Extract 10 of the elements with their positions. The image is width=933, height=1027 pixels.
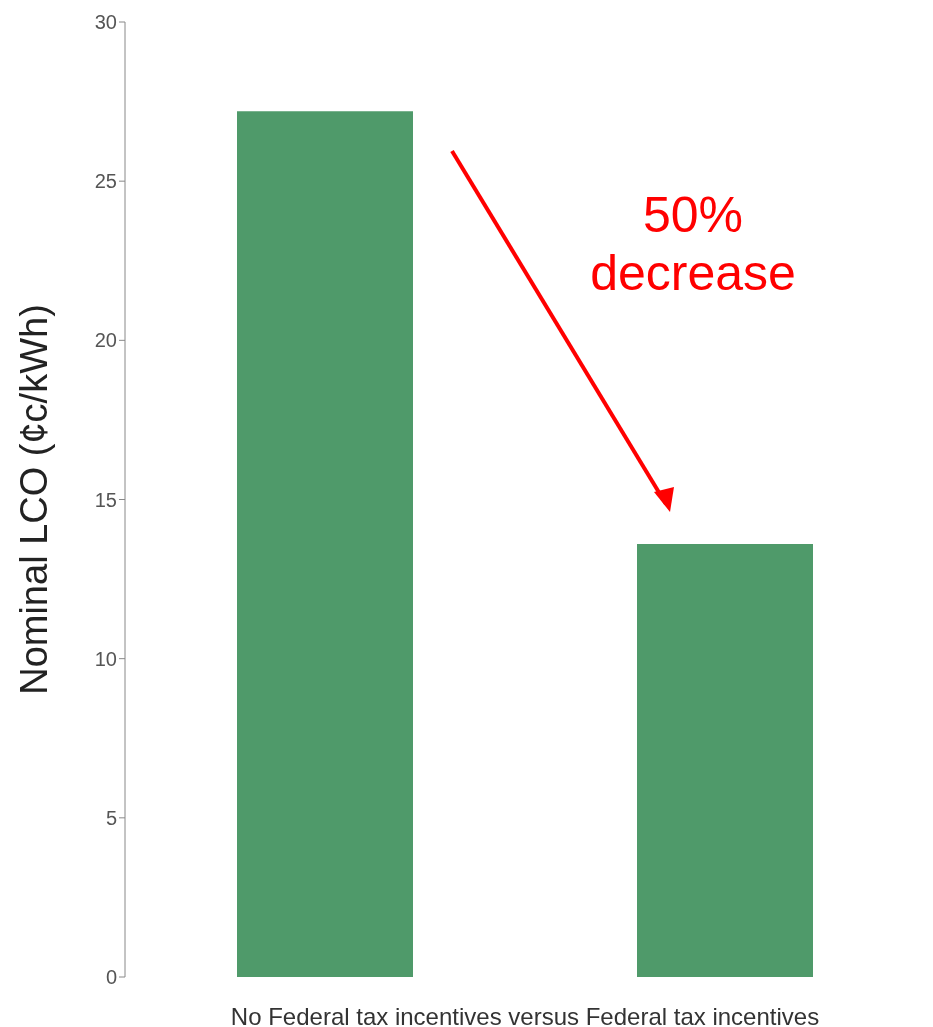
y-tick-label: 15	[94, 488, 117, 511]
y-tick-label: 25	[94, 170, 117, 193]
y-axis-title: Nominal LCO (¢c/kWh)	[13, 304, 56, 695]
y-tick-label: 10	[94, 647, 117, 670]
y-tick-label: 30	[94, 11, 117, 34]
annotation: 50% decrease	[589, 186, 797, 302]
y-tick-label: 5	[105, 806, 117, 829]
y-tick-label: 20	[94, 329, 117, 352]
x-axis-title: No Federal tax incentives versus Federal tax incentives	[230, 1003, 820, 1027]
y-tick-label: 0	[105, 966, 117, 989]
